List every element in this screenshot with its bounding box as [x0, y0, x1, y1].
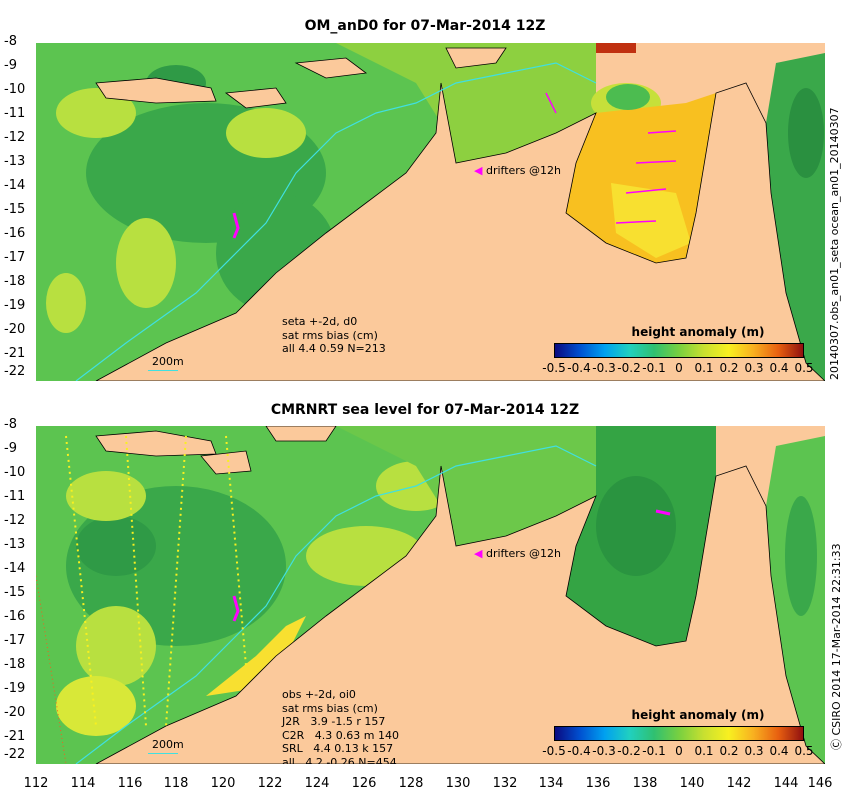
panel2-map: ◀ drifters @12h obs +-2d, oi0 sat rms bia… [36, 426, 825, 764]
panel1-scale-label: 200m [152, 355, 184, 368]
panel2-drifters-label: ◀ drifters @12h [474, 547, 562, 560]
panel1-drifters-label: ◀ drifters @12h [474, 164, 562, 177]
panel1-scale-line [148, 370, 178, 371]
panel2-title: CMRNRT sea level for 07-Mar-2014 12Z [270, 402, 580, 418]
panel2-field [36, 426, 825, 764]
panel2-colorbar [554, 726, 804, 741]
panel2-side-label: Ⓒ CSIRO 2014 17-Mar-2014 22:31:33 [830, 543, 843, 750]
panel2-colorbar-title: height anomaly (m) [631, 708, 765, 722]
panel1-colorbar [554, 343, 804, 358]
panel2-scale-label: 200m [152, 738, 184, 751]
panel1-stats: seta +-2d, d0 sat rms bias (cm) all 4.4 0.… [282, 315, 386, 355]
panel1-colorbar-title: height anomaly (m) [631, 325, 765, 339]
panel1-side-label: 20140307.obs_an01_seta ocean_an01_201403… [828, 107, 841, 380]
panel2-colorbar-ticks: -0.5 -0.4 -0.3 -0.2 -0.1 0 0.1 0.2 0.3 0.4 0.5 [542, 744, 814, 758]
panel2-stats: obs +-2d, oi0 sat rms bias (cm) J2R 3.9 -1… [282, 688, 399, 764]
panel1-colorbar-ticks: -0.5 -0.4 -0.3 -0.2 -0.1 0 0.1 0.2 0.3 0.4 0.5 [542, 361, 814, 375]
panel2-scale-line [148, 753, 178, 754]
panel1-title: OM_anD0 for 07-Mar-2014 12Z [304, 18, 546, 34]
panel1-field [36, 43, 825, 381]
panel1-map: ◀ drifters @12h seta +-2d, d0 sat rms bia… [36, 43, 825, 381]
